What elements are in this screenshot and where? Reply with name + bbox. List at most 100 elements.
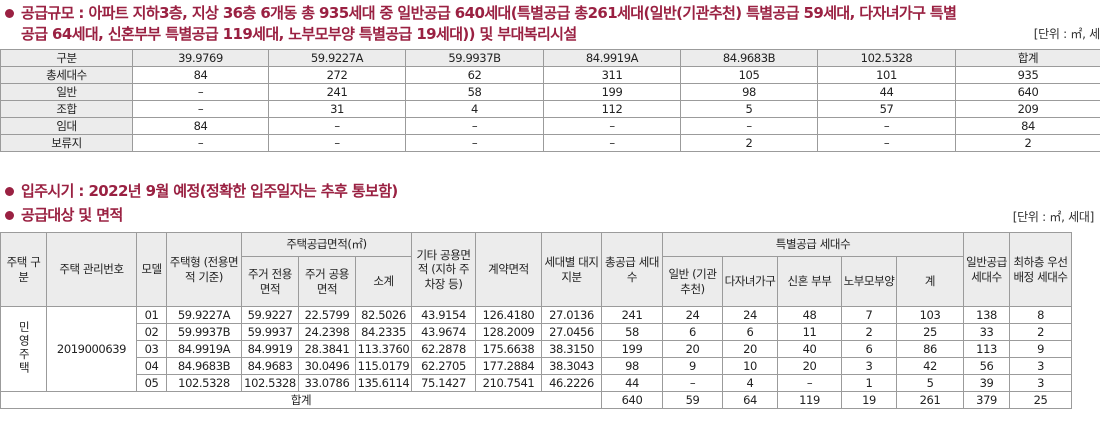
table-cell: 135.6114 [354, 374, 413, 392]
table-cell: 38.3150 [541, 340, 603, 358]
scale-cell: 199 [543, 83, 681, 101]
scale-header-cell: 84.9919A [543, 49, 681, 67]
table-cell: 126.4180 [475, 306, 543, 324]
table-cell: 40 [777, 340, 843, 358]
table-cell: 7 [841, 306, 898, 324]
col-sp-multi: 다자녀가구 [722, 256, 779, 307]
mgmt-no-cell: 2019000639 [46, 306, 137, 392]
table-cell: 241 [601, 306, 664, 324]
table-cell: 43.9154 [411, 306, 477, 324]
table-cell: 22.5799 [298, 306, 356, 324]
scale-row: 보류지 – – – –2–2 [0, 134, 1100, 152]
supply-scale-line-2: 공급 64세대, 신혼부부 특별공급 119세대, 노부모부양 특별공급 19세… [0, 23, 1100, 44]
scale-header-cell: 59.9227A [268, 49, 406, 67]
table-cell: 01 [136, 306, 167, 324]
scale-row: 일반 –241 58 199 98 44 640 [0, 83, 1100, 101]
table-cell: 24 [722, 306, 779, 324]
table-cell: 20 [722, 340, 779, 358]
sum-cell: 261 [896, 391, 965, 409]
sum-cell: 25 [1009, 391, 1073, 409]
scale-cell: – [405, 117, 544, 135]
scale-cell: – [405, 134, 544, 152]
scale-header-cell: 39.9769 [132, 49, 269, 67]
table-cell: 84.2335 [354, 323, 413, 341]
sum-cell: 119 [777, 391, 843, 409]
table-cell: 84.9683B [166, 357, 242, 375]
table-cell: 9 [1009, 340, 1073, 358]
house-kind-cell: 민영주택 [0, 306, 47, 392]
table-row: 민영주택 2019000639 01 59.9227A 59.9227 22.5799… [0, 306, 1100, 392]
table-cell: 113.3760 [354, 340, 413, 358]
scale-cell: – [817, 117, 956, 135]
scale-cell: 62 [405, 66, 544, 84]
house-kind: 민영주택 [17, 320, 32, 375]
col-model: 모델 [136, 232, 167, 307]
table-cell: 128.2009 [475, 323, 543, 341]
scale-cell: 4 [405, 100, 544, 118]
table-cell: 3 [1009, 357, 1073, 375]
scale-cell: 84 [132, 117, 269, 135]
scale-cell: 105 [680, 66, 818, 84]
col-subtotal: 소계 [354, 256, 413, 307]
table-cell: 05 [136, 374, 167, 392]
scale-cell: 57 [817, 100, 956, 118]
target-title-line: 공급대상 및 면적 [단위 : ㎡, 세대] [0, 204, 1100, 225]
table-cell: 56 [963, 357, 1011, 375]
table-cell: 24 [662, 306, 724, 324]
supply-scale-line-1: 공급규모 : 아파트 지하3층, 지상 36층 6개동 총 935세대 중 일반… [0, 2, 1100, 23]
scale-cell: 84 [955, 117, 1100, 135]
table-cell: 62.2705 [411, 357, 477, 375]
scale-cell: 935 [955, 66, 1100, 84]
scale-cell: 241 [268, 83, 406, 101]
table-cell: 9 [662, 357, 724, 375]
scale-header-cell: 84.9683B [680, 49, 818, 67]
table-cell: 4 [722, 374, 779, 392]
table-cell: 113 [963, 340, 1011, 358]
target-title: 공급대상 및 면적 [21, 206, 123, 224]
table-cell: 33 [963, 323, 1011, 341]
col-house-type: 주택형 (전용면적 기준) [166, 232, 242, 307]
scale-header-cell: 구분 [0, 49, 133, 67]
supply-scale-text-1: 공급규모 : 아파트 지하3층, 지상 36층 6개동 총 935세대 중 일반… [21, 4, 957, 22]
table-cell: 175.6638 [475, 340, 543, 358]
scale-cell: 272 [268, 66, 406, 84]
table-cell: 115.0179 [354, 357, 413, 375]
scale-row-label: 임대 [0, 117, 133, 135]
table-cell: 84.9683 [241, 357, 299, 375]
table-cell: 42 [896, 357, 965, 375]
table-cell: 59.9227 [241, 306, 299, 324]
sum-cell: 19 [841, 391, 898, 409]
table-cell: 8 [1009, 306, 1073, 324]
col-contract-area: 계약면적 [475, 232, 543, 307]
scale-cell: – [543, 117, 681, 135]
table-cell: 6 [722, 323, 779, 341]
table-cell: 82.5026 [354, 306, 413, 324]
table-cell: 02 [136, 323, 167, 341]
table-cell: 103 [896, 306, 965, 324]
scale-cell: 101 [817, 66, 956, 84]
scale-cell: – [132, 134, 269, 152]
table-cell: 6 [841, 340, 898, 358]
scale-cell: 112 [543, 100, 681, 118]
table-cell: 3 [1009, 374, 1073, 392]
bullet-icon [5, 8, 14, 18]
scale-header-cell: 합계 [955, 49, 1100, 67]
table-cell: 43.9674 [411, 323, 477, 341]
scale-header-cell: 59.9937B [405, 49, 544, 67]
scale-row-label: 총세대수 [0, 66, 133, 84]
scale-row-label: 보류지 [0, 134, 133, 152]
supply-scale-text-2: 공급 64세대, 신혼부부 특별공급 119세대, 노부모부양 특별공급 19세… [21, 25, 577, 43]
scale-cell: 84 [132, 66, 269, 84]
table-cell: 20 [777, 357, 843, 375]
scale-cell: 98 [680, 83, 818, 101]
table-cell: 25 [896, 323, 965, 341]
supply-scale-table: 구분 39.9769 59.9227A 59.9937B 84.9919A 84.9683… [0, 49, 1100, 152]
scale-cell: – [680, 117, 818, 135]
table-cell: 44 [601, 374, 664, 392]
table-cell: 2 [1009, 323, 1073, 341]
sum-cell: 640 [601, 391, 664, 409]
table-cell: 58 [601, 323, 664, 341]
table-cell: 38.3043 [541, 357, 603, 375]
col-sp-newlywed: 신혼 부부 [777, 256, 843, 307]
bullet-icon [5, 210, 14, 220]
